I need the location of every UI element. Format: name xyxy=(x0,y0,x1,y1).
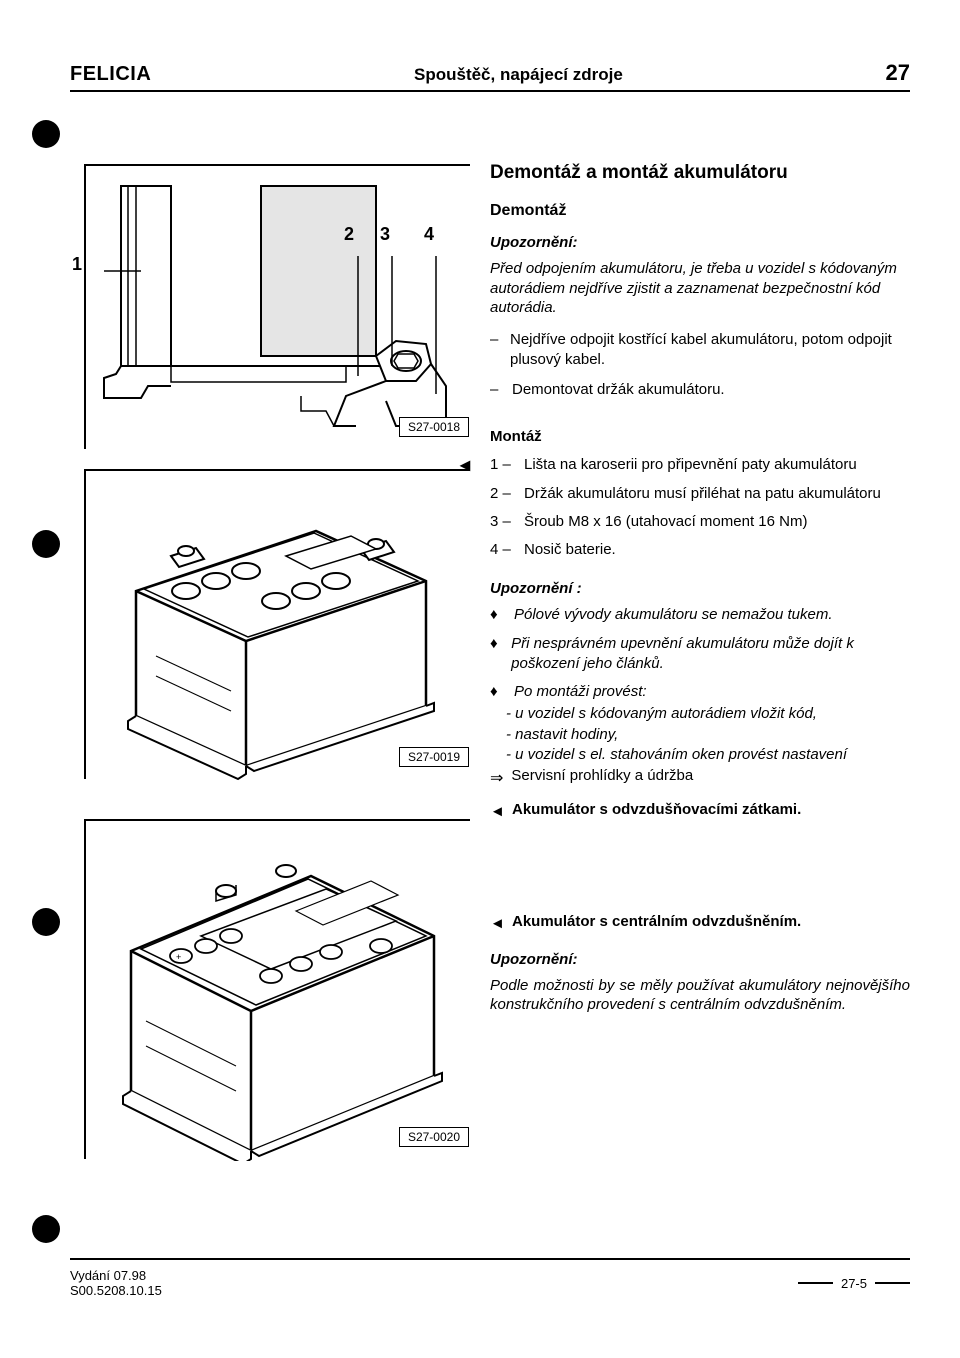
dash-item-2: Demontovat držák akumulátoru. xyxy=(512,380,725,400)
sub-indent-2: - nastavit hodiny, xyxy=(506,725,910,745)
diamond-icon: ♦ xyxy=(490,634,501,675)
page-number: 27-5 xyxy=(841,1276,867,1291)
diamond-list: ♦ Pólové vývody akumulátoru se nemažou tu… xyxy=(490,605,910,702)
num-text-3: Šroub M8 x 16 (utahovací moment 16 Nm) xyxy=(524,512,807,532)
dash-icon: – xyxy=(490,330,500,371)
fig1-callout-4: 4 xyxy=(424,224,434,245)
akum-text-2: Akumulátor s centrálním odvzdušněním. xyxy=(512,912,801,932)
figure-1-label: S27-0018 xyxy=(399,417,469,437)
section-number: 27 xyxy=(886,60,910,86)
page: FELICIA Spouštěč, napájecí zdroje 27 1 xyxy=(0,0,960,1358)
footer-right: 27-5 xyxy=(798,1268,910,1298)
content-columns: 1 xyxy=(70,122,910,1159)
warning-label-3: Upozornění: xyxy=(490,951,910,968)
fig1-callout-1: 1 xyxy=(72,254,82,275)
figures-column: 1 xyxy=(70,122,470,1159)
pointer-icon: ◄ xyxy=(490,914,506,934)
numbered-list: 1 – Lišta na karoserii pro připevnění pat… xyxy=(490,455,910,560)
num-1: 1 – xyxy=(490,455,516,475)
dash-item-1: Nejdříve odpojit kostřící kabel akumulát… xyxy=(510,330,910,371)
num-text-2: Držák akumulátoru musí přiléhat na patu … xyxy=(524,484,881,504)
rule-icon xyxy=(875,1282,910,1284)
figure-2: S27-0019 xyxy=(84,469,470,779)
edition: Vydání 07.98 xyxy=(70,1268,162,1283)
warning-text-3: Podle možnosti by se měly používat akumu… xyxy=(490,976,910,1015)
page-header: FELICIA Spouštěč, napájecí zdroje 27 xyxy=(70,60,910,92)
punch-dot xyxy=(32,120,60,148)
warning-label-2: Upozornění : xyxy=(490,580,910,597)
arrow-icon: ⇒ xyxy=(490,768,503,788)
num-text-4: Nosič baterie. xyxy=(524,540,616,560)
diamond-icon: ♦ xyxy=(490,605,504,625)
figure-3-label: S27-0020 xyxy=(399,1127,469,1147)
num-2: 2 – xyxy=(490,484,516,504)
pointer-icon: ◄ xyxy=(490,802,506,822)
figure-3: + S27-0 xyxy=(84,819,470,1159)
punch-dot xyxy=(32,1215,60,1243)
num-3: 3 – xyxy=(490,512,516,532)
text-column: Demontáž a montáž akumulátoru Demontáž U… xyxy=(490,122,910,1159)
dia-item-3: Po montáži provést: xyxy=(514,682,647,702)
punch-dot xyxy=(32,908,60,936)
sub-indent-1: - u vozidel s kódovaným autorádiem vloži… xyxy=(506,704,910,724)
warning-text-1: Před odpojením akumulátoru, je třeba u v… xyxy=(490,259,910,318)
figure-3-diagram: + xyxy=(86,821,472,1161)
akum-text-1: Akumulátor s odvzdušňovacími zátkami. xyxy=(512,800,801,820)
figure-2-label: S27-0019 xyxy=(399,747,469,767)
footer-left: Vydání 07.98 S00.5208.10.15 xyxy=(70,1268,162,1298)
page-footer: Vydání 07.98 S00.5208.10.15 27-5 xyxy=(70,1258,910,1298)
section-title: Demontáž a montáž akumulátoru xyxy=(490,162,910,184)
figure-1-diagram xyxy=(86,166,472,451)
diamond-icon: ♦ xyxy=(490,682,504,702)
figure-1: 2 3 4 S27-0018 xyxy=(84,164,470,449)
num-4: 4 – xyxy=(490,540,516,560)
subsection-montaz: Montáž xyxy=(490,428,910,445)
figure-2-diagram xyxy=(86,471,472,781)
punch-dot xyxy=(32,530,60,558)
servisni-text: Servisní prohlídky a údržba xyxy=(511,767,693,784)
num-text-1: Lišta na karoserii pro připevnění paty a… xyxy=(524,455,857,475)
fig1-callout-3: 3 xyxy=(380,224,390,245)
doc-number: S00.5208.10.15 xyxy=(70,1283,162,1298)
fig1-callout-2: 2 xyxy=(344,224,354,245)
warning-label-1: Upozornění: xyxy=(490,234,910,251)
dia-item-2: Při nesprávném upevnění akumulátoru může… xyxy=(511,634,910,675)
svg-text:+: + xyxy=(176,952,181,962)
dash-list: –Nejdříve odpojit kostřící kabel akumulá… xyxy=(490,330,910,401)
sub-indent-3: - u vozidel s el. stahováním oken provés… xyxy=(506,745,910,765)
dia-item-1: Pólové vývody akumulátoru se nemažou tuk… xyxy=(514,605,833,625)
rule-icon xyxy=(798,1282,833,1284)
vehicle-name: FELICIA xyxy=(70,63,151,86)
pointer-icon: ◄ xyxy=(456,455,474,476)
dash-icon: – xyxy=(490,380,502,400)
subsection-demontaz: Demontáž xyxy=(490,202,910,220)
chapter-title: Spouštěč, napájecí zdroje xyxy=(414,65,623,85)
